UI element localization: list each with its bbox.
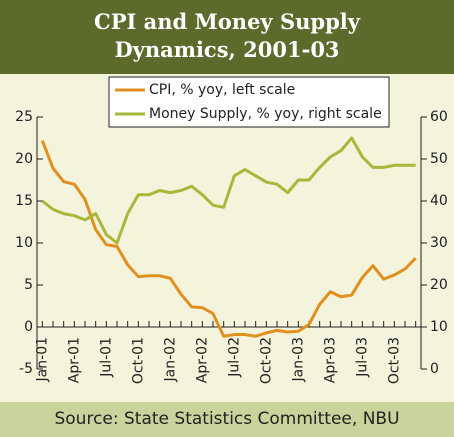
x-tick-label: Jan-02	[162, 337, 178, 382]
series-line	[40, 139, 417, 338]
y-tick-label: 0	[24, 319, 33, 335]
x-tick-label: Apr-02	[194, 337, 210, 383]
x-tick-label: Jan-03	[290, 337, 306, 382]
y2-tick-label: 30	[430, 235, 448, 251]
y2-tick-label: 10	[430, 319, 448, 335]
x-tick-label: Jul-01	[98, 337, 114, 378]
x-tick-label: Oct-01	[130, 337, 146, 384]
series-line	[41, 136, 416, 245]
y-tick-label: 5	[24, 277, 33, 293]
y2-tick-label: 40	[430, 193, 448, 209]
x-tick-label: Oct-02	[258, 337, 274, 384]
chart-title: CPI and Money Supply Dynamics, 2001-03	[0, 0, 454, 74]
x-tick-label: Jul-02	[226, 337, 242, 378]
y-tick-label: 25	[15, 109, 33, 125]
x-tick-label: Jan-01	[34, 337, 50, 382]
legend-label: Money Supply, % yoy, right scale	[149, 106, 382, 122]
y2-tick-label: 0	[430, 361, 439, 377]
x-tick-label: Oct-03	[386, 337, 402, 384]
x-tick-label: Apr-03	[322, 337, 338, 383]
y-tick-label: 15	[15, 193, 33, 209]
y2-tick-label: 20	[430, 277, 448, 293]
y-tick-label: 10	[15, 235, 33, 251]
x-tick-label: Jul-03	[354, 337, 370, 378]
legend-box	[108, 76, 390, 128]
x-tick-label: Apr-01	[66, 337, 82, 383]
y2-tick-label: 50	[430, 151, 448, 167]
source: Source: State Statistics Committee, NBU	[0, 402, 454, 437]
y-tick-label: -5	[19, 361, 33, 377]
y2-tick-label: 60	[430, 109, 448, 125]
legend-label: CPI, % yoy, left scale	[149, 82, 295, 98]
chart: -5 0 5 10 15 20 25 0 10 20 30 40 50 60 Jan-01 Apr-01 Jul…	[15, 76, 448, 384]
y-tick-label: 20	[15, 151, 33, 167]
